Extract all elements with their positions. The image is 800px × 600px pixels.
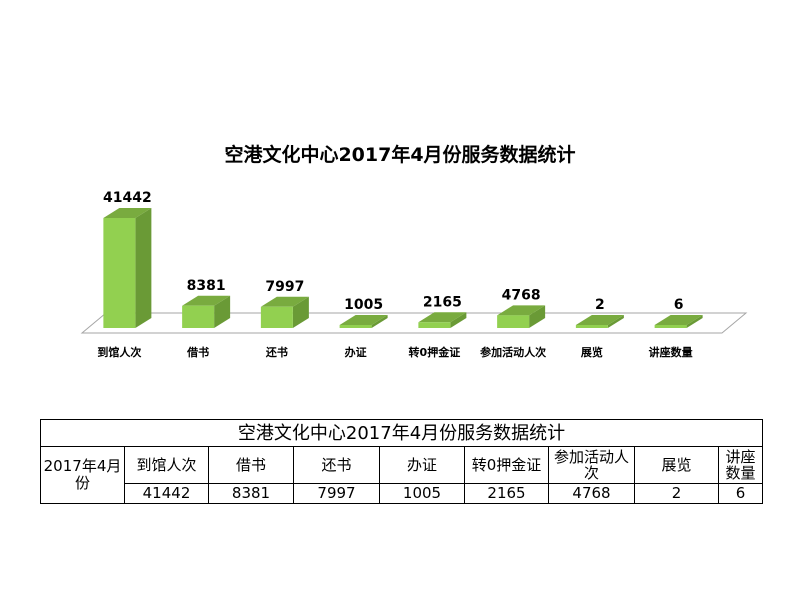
table-header: 参加活动人次 xyxy=(548,446,635,484)
table-header: 转0押金证 xyxy=(464,446,549,484)
category-label: 展览 xyxy=(580,345,603,359)
category-label: 转0押金证 xyxy=(409,345,461,359)
bar-side xyxy=(214,295,231,328)
category-label: 借书 xyxy=(186,345,209,359)
bar xyxy=(103,218,136,328)
bar-side xyxy=(607,315,624,328)
data-table: 空港文化中心2017年4月份服务数据统计 2017年4月份 到馆人次 借书 还书… xyxy=(39,419,764,504)
data-label: 41442 xyxy=(103,190,152,206)
table-header: 还书 xyxy=(293,446,380,484)
data-label: 7997 xyxy=(265,279,304,295)
bar xyxy=(339,325,372,328)
table-title: 空港文化中心2017年4月份服务数据统计 xyxy=(39,419,764,447)
data-label: 2165 xyxy=(423,294,462,310)
table-cell: 6 xyxy=(717,483,764,504)
table-cell: 2 xyxy=(634,483,719,504)
table-cell: 7997 xyxy=(293,483,380,504)
table-header: 到馆人次 xyxy=(124,446,209,484)
table-cell: 41442 xyxy=(124,483,209,504)
chart-title: 空港文化中心2017年4月份服务数据统计 xyxy=(224,144,576,166)
table-header: 办证 xyxy=(379,446,465,484)
data-label: 4768 xyxy=(502,287,541,303)
data-label: 1005 xyxy=(344,297,383,313)
data-label: 2 xyxy=(595,297,605,313)
bar xyxy=(418,322,451,328)
bar-side xyxy=(529,305,546,328)
bar-chart: 41442 到馆人次 8381 借书 7997 还书 1005 办证 2165 转0押金证 4768… xyxy=(80,190,748,359)
table-cell: 1005 xyxy=(379,483,465,504)
table-cell: 8381 xyxy=(208,483,294,504)
bar-side xyxy=(292,296,309,328)
category-label: 办证 xyxy=(345,345,367,359)
table-cell: 2165 xyxy=(464,483,549,504)
data-label: 8381 xyxy=(187,278,226,294)
data-label: 6 xyxy=(674,297,684,313)
bar-side xyxy=(371,315,388,328)
bar xyxy=(182,305,215,328)
bar-top xyxy=(654,315,703,325)
table-cell: 4768 xyxy=(548,483,635,504)
bar xyxy=(575,325,608,328)
bar-side xyxy=(135,208,152,328)
bar-top xyxy=(575,315,624,325)
bar-top xyxy=(103,208,152,218)
bar-side xyxy=(686,315,703,328)
bar xyxy=(260,306,293,328)
table-header: 展览 xyxy=(634,446,719,484)
category-label: 到馆人次 xyxy=(97,345,141,359)
category-label: 参加活动人次 xyxy=(480,345,546,359)
table-row-label: 2017年4月份 xyxy=(40,446,125,504)
bar-top xyxy=(182,295,231,306)
bar-side xyxy=(450,312,467,328)
table-header: 借书 xyxy=(208,446,294,484)
bar-top xyxy=(418,312,467,323)
bar-top xyxy=(497,305,546,316)
chart-floor xyxy=(80,312,748,334)
category-label: 讲座数量 xyxy=(649,345,693,359)
table-header: 讲座数量 xyxy=(717,446,764,484)
bar xyxy=(497,315,530,328)
bar-top xyxy=(260,296,309,307)
category-label: 还书 xyxy=(265,345,288,359)
bar-top xyxy=(339,315,388,325)
bar xyxy=(654,325,687,328)
